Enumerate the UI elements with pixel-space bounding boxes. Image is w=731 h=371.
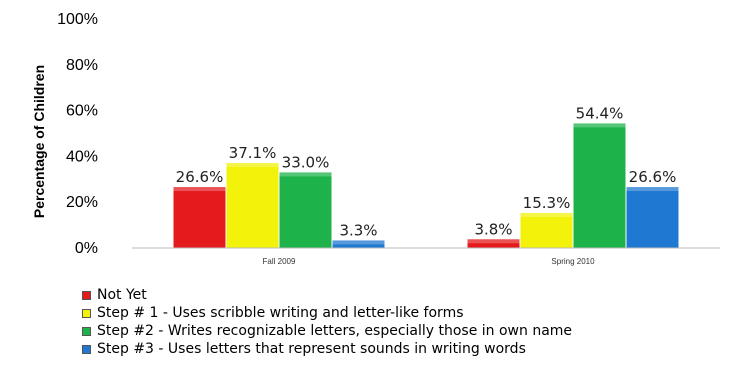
- bar: [279, 172, 332, 248]
- legend-label: Step #2 - Writes recognizable letters, e…: [97, 323, 573, 339]
- data-label: 15.3%: [523, 194, 571, 212]
- bar-highlight: [467, 239, 520, 244]
- legend-swatch: [82, 344, 91, 354]
- bar-highlight: [226, 163, 279, 168]
- legend-label: Step # 1 - Uses scribble writing and let…: [97, 305, 464, 321]
- bar: [467, 239, 520, 248]
- category-labels: Fall 2009 Spring 2010: [263, 257, 596, 266]
- bar-rect: [279, 172, 332, 248]
- legend-swatch: [82, 290, 91, 300]
- legend-label: Step #3 - Uses letters that represent so…: [97, 341, 526, 357]
- bar: [332, 240, 385, 248]
- data-label: 26.6%: [176, 168, 224, 186]
- bar-rect: [173, 187, 226, 248]
- bar: [173, 187, 226, 248]
- bar-highlight: [626, 187, 679, 192]
- bar-rect: [573, 123, 626, 248]
- data-label: 54.4%: [576, 104, 624, 122]
- bar-highlight: [520, 212, 573, 217]
- bar: [626, 187, 679, 248]
- x-category-label: Spring 2010: [551, 257, 595, 266]
- y-axis-label: Percentage of Children: [31, 65, 47, 218]
- data-label: 33.0%: [282, 153, 330, 171]
- y-axis-ticks: 0% 20% 40% 60% 80% 100%: [57, 11, 98, 257]
- bar-highlight: [573, 123, 626, 128]
- data-label: 37.1%: [229, 144, 277, 162]
- bar-rect: [520, 212, 573, 248]
- data-labels: 26.6% 37.1% 33.0% 3.3% 3.8% 15.3% 54.4% 26.6%: [176, 104, 677, 239]
- bar-highlight: [332, 240, 385, 245]
- bar-highlight: [173, 187, 226, 192]
- y-tick-label: 0%: [75, 240, 98, 257]
- bar-chart: 0% 20% 40% 60% 80% 100% 26.6% 37.1% 33.0% 3.3% 3.…: [31, 11, 720, 266]
- legend: Not Yet Step # 1 - Uses scribble writing…: [82, 286, 572, 358]
- data-label: 3.8%: [474, 220, 512, 238]
- legend-item-not-yet: Not Yet: [82, 286, 572, 304]
- legend-item-step-2: Step #2 - Writes recognizable letters, e…: [82, 322, 572, 340]
- legend-item-step-3: Step #3 - Uses letters that represent so…: [82, 340, 572, 358]
- bar-rect: [467, 239, 520, 248]
- bar-rect: [626, 187, 679, 248]
- y-tick-label: 40%: [66, 148, 98, 165]
- y-tick-label: 100%: [57, 11, 98, 28]
- bars: [173, 123, 679, 248]
- bar: [226, 163, 279, 248]
- bar-rect: [332, 240, 385, 248]
- bar-highlight: [279, 172, 332, 177]
- data-label: 3.3%: [339, 221, 377, 239]
- y-tick-label: 60%: [66, 103, 98, 120]
- y-tick-label: 80%: [66, 57, 98, 74]
- y-tick-label: 20%: [66, 194, 98, 211]
- legend-swatch: [82, 308, 91, 318]
- legend-swatch: [82, 326, 91, 336]
- bar: [573, 123, 626, 248]
- legend-item-step-1: Step # 1 - Uses scribble writing and let…: [82, 304, 572, 322]
- bar: [520, 212, 573, 248]
- x-category-label: Fall 2009: [263, 257, 296, 266]
- bar-rect: [226, 163, 279, 248]
- legend-label: Not Yet: [97, 287, 147, 303]
- data-label: 26.6%: [629, 168, 677, 186]
